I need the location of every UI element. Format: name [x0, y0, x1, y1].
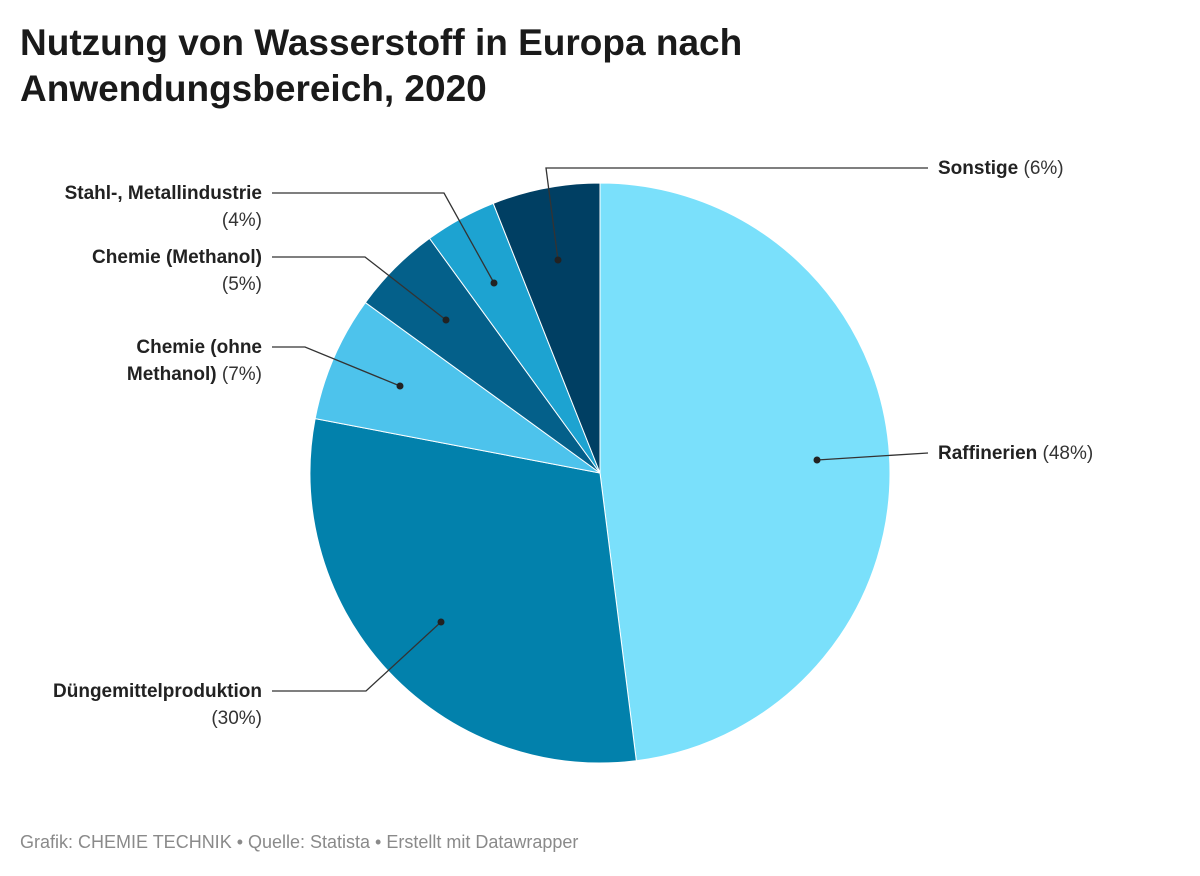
- leader-line: [272, 346, 401, 387]
- source-note: Grafik: CHEMIE TECHNIK • Quelle: Statist…: [20, 832, 579, 852]
- value-label: (5%): [221, 274, 262, 295]
- leader-line: [272, 621, 442, 692]
- pie-slice: [599, 182, 891, 762]
- pie-slice: [314, 301, 601, 474]
- category-label: Chemie (ohne Methanol): [126, 337, 262, 385]
- pie-slice: [309, 418, 637, 764]
- slice-label: Düngemittelproduktion (30%): [53, 678, 262, 732]
- value-label: (7%): [221, 364, 262, 385]
- chart-title: Nutzung von Wasserstoff in Europa nach A…: [20, 22, 743, 109]
- leader-line: [816, 452, 929, 461]
- leader-dot: [554, 256, 562, 264]
- leader-dot: [396, 382, 404, 390]
- leader-dot: [813, 456, 821, 464]
- leader-dot: [490, 279, 498, 287]
- value-label: (30%): [211, 708, 262, 729]
- category-label: Düngemittelproduktion: [53, 681, 262, 702]
- value-label: (6%): [1023, 158, 1064, 179]
- category-label: Chemie (Methanol): [92, 247, 262, 268]
- leader-line: [272, 192, 495, 284]
- category-label: Stahl-, Metallindustrie: [64, 183, 262, 204]
- category-label: Sonstige: [938, 158, 1019, 179]
- slice-label: Chemie (ohne Methanol) (7%): [92, 334, 262, 388]
- value-label: (48%): [1042, 443, 1094, 464]
- category-label: Raffinerien: [938, 443, 1038, 464]
- slice-label: Stahl-, Metallindustrie (4%): [65, 180, 262, 234]
- leader-dot: [437, 618, 445, 626]
- value-label: (4%): [221, 210, 262, 231]
- leader-line: [545, 167, 928, 261]
- slice-label: Chemie (Methanol) (5%): [92, 244, 262, 298]
- leader-dot: [442, 316, 450, 324]
- pie-slice: [492, 182, 601, 474]
- slice-label: Sonstige (6%): [938, 155, 1064, 182]
- leader-line: [272, 256, 447, 321]
- slice-label: Raffinerien (48%): [938, 440, 1093, 467]
